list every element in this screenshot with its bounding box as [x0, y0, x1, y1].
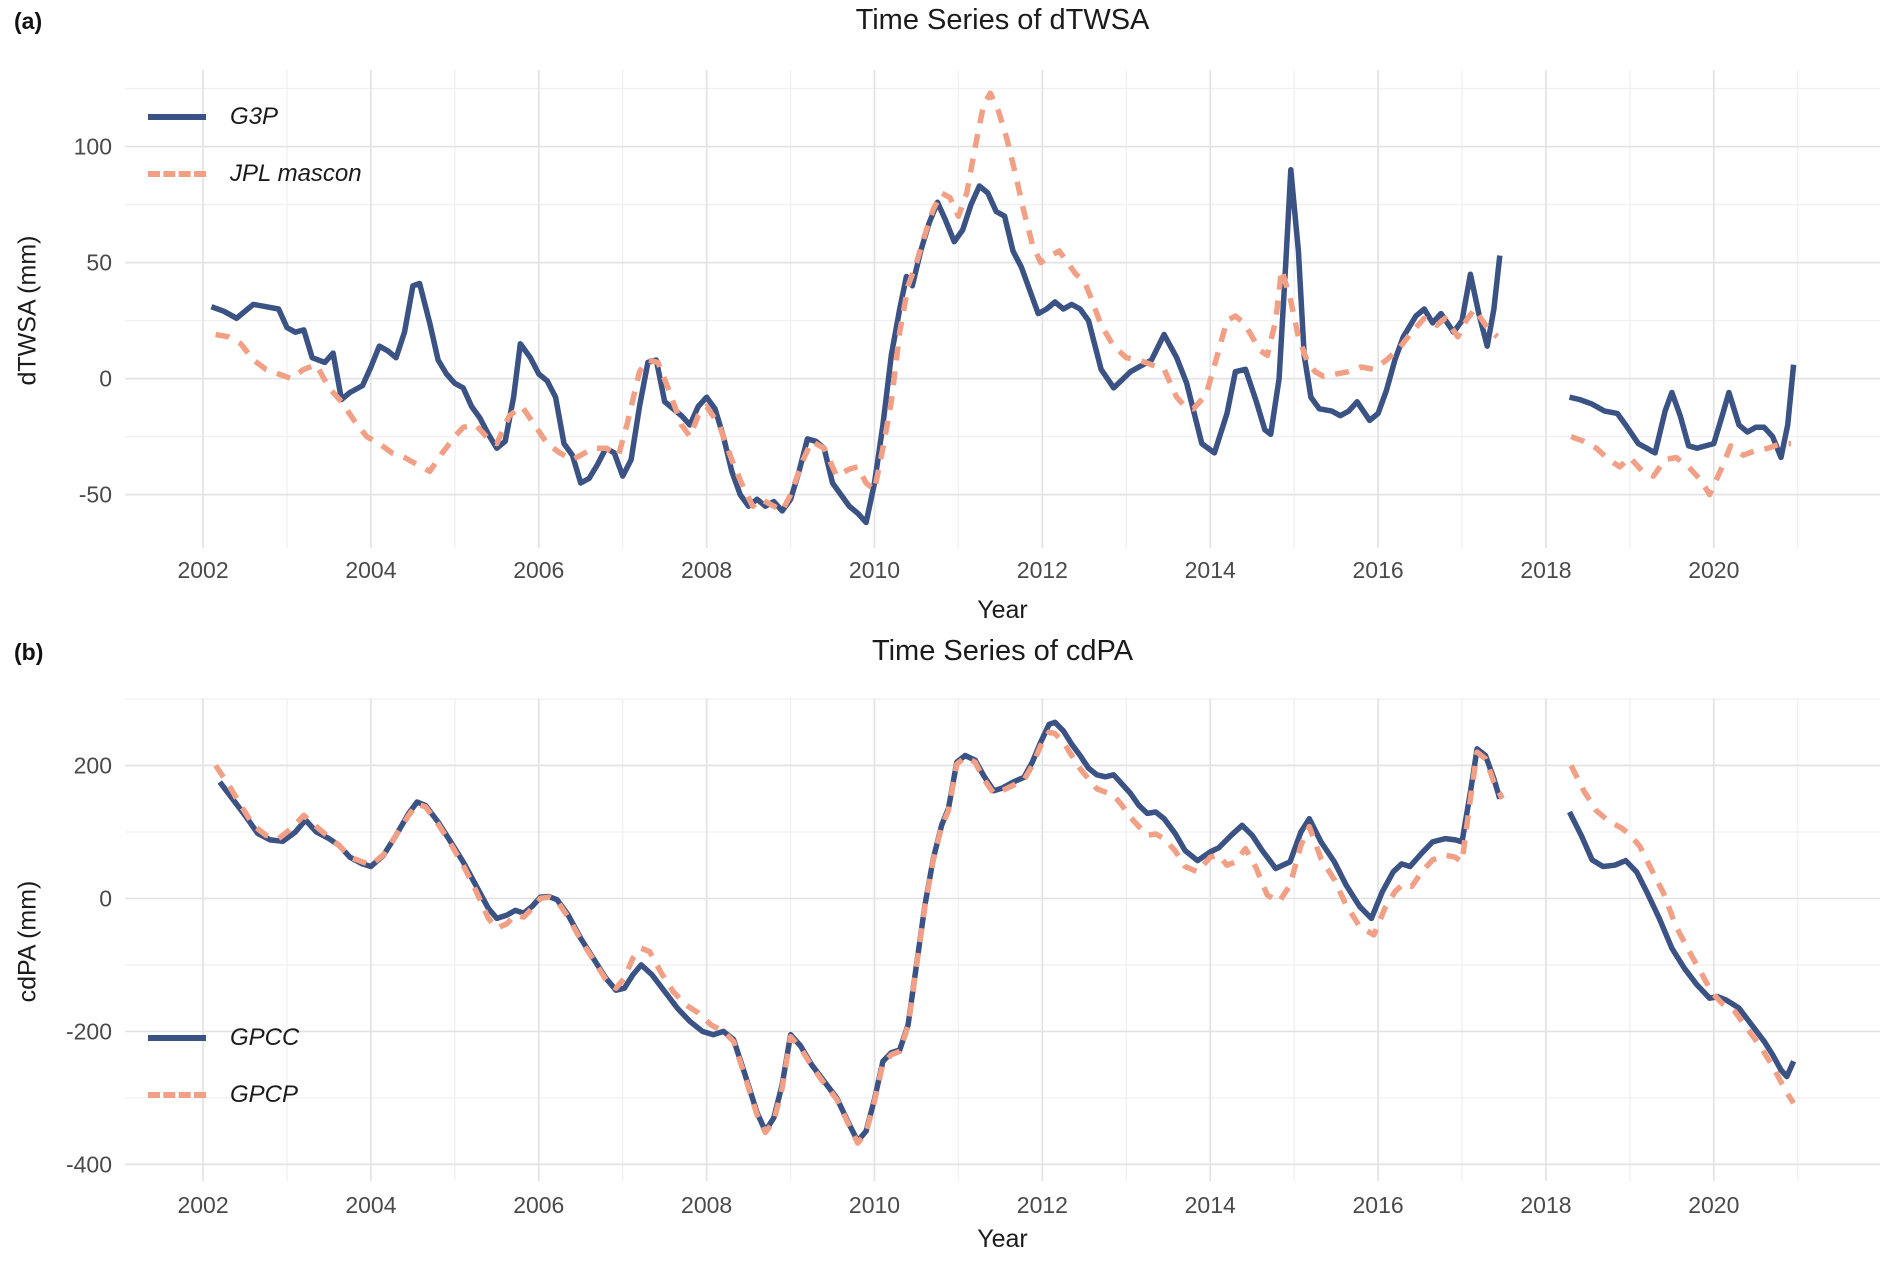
svg-text:-200: -200 — [66, 1018, 112, 1044]
gpcp-line-swatch — [148, 1091, 206, 1098]
gpcc-line-swatch — [148, 1034, 206, 1041]
svg-text:0: 0 — [99, 366, 112, 392]
panel-a-title: Time Series of dTWSA — [855, 4, 1150, 36]
svg-text:2008: 2008 — [681, 1192, 732, 1218]
svg-text:2020: 2020 — [1688, 1192, 1739, 1218]
svg-text:2006: 2006 — [513, 557, 564, 583]
panel-b-x-axis-label: Year — [977, 1225, 1028, 1253]
svg-text:100: 100 — [74, 134, 112, 160]
legend-item-gpcc: GPCC — [148, 1009, 299, 1066]
g3p-line-swatch — [148, 113, 206, 120]
svg-text:-400: -400 — [66, 1151, 112, 1177]
svg-text:-50: -50 — [79, 482, 112, 508]
svg-text:2002: 2002 — [177, 557, 228, 583]
panel-b-y-axis-label: cdPA (mm) — [13, 880, 42, 1003]
jpl-mascon-line-swatch — [148, 170, 206, 177]
legend-item-jpl-mascon: JPL mascon — [148, 145, 362, 202]
jpl-mascon-legend-label: JPL mascon — [230, 159, 362, 187]
panel-a-y-axis-label: dTWSA (mm) — [13, 235, 42, 386]
svg-text:2004: 2004 — [345, 1192, 396, 1218]
svg-text:50: 50 — [86, 250, 112, 276]
svg-text:2016: 2016 — [1353, 1192, 1404, 1218]
panel-b-legend: GPCC GPCP — [148, 1009, 299, 1123]
panel-b-title: Time Series of cdPA — [871, 635, 1134, 667]
panel-b-label: (b) — [14, 639, 44, 665]
panel-a-plot-canvas: 2002 2004 2006 2008 2010 2012 2014 2016 2018 2020… — [74, 70, 1880, 583]
panel-a-x-axis-label: Year — [977, 596, 1028, 624]
panel-a: (a) Time Series of dTWSA dTWSA (mm) 2002… — [13, 4, 1880, 624]
svg-text:2002: 2002 — [177, 1192, 228, 1218]
gpcp-legend-label: GPCP — [230, 1080, 299, 1108]
svg-text:2014: 2014 — [1185, 557, 1236, 583]
legend-item-gpcp: GPCP — [148, 1066, 299, 1123]
panel-b-plot-canvas: 2002 2004 2006 2008 2010 2012 2014 2016 2018 2020… — [66, 698, 1880, 1218]
svg-text:2014: 2014 — [1185, 1192, 1236, 1218]
svg-text:2018: 2018 — [1520, 557, 1571, 583]
svg-text:0: 0 — [99, 885, 112, 911]
svg-text:2006: 2006 — [513, 1192, 564, 1218]
svg-text:2020: 2020 — [1688, 557, 1739, 583]
svg-text:2016: 2016 — [1353, 557, 1404, 583]
svg-text:2004: 2004 — [345, 557, 396, 583]
svg-text:2012: 2012 — [1017, 1192, 1068, 1218]
gpcc-legend-label: GPCC — [230, 1023, 300, 1051]
svg-text:2008: 2008 — [681, 557, 732, 583]
panel-a-legend: G3P JPL mascon — [148, 88, 362, 202]
legend-item-g3p: G3P — [148, 88, 362, 145]
svg-text:2018: 2018 — [1520, 1192, 1571, 1218]
svg-text:200: 200 — [74, 752, 112, 778]
panel-b: (b) Time Series of cdPA cdPA (mm) 2002 20… — [0, 631, 1892, 1262]
svg-text:2010: 2010 — [849, 557, 900, 583]
svg-text:2010: 2010 — [849, 1192, 900, 1218]
g3p-legend-label: G3P — [230, 102, 279, 130]
svg-text:2012: 2012 — [1017, 557, 1068, 583]
panel-a-label: (a) — [14, 8, 43, 34]
